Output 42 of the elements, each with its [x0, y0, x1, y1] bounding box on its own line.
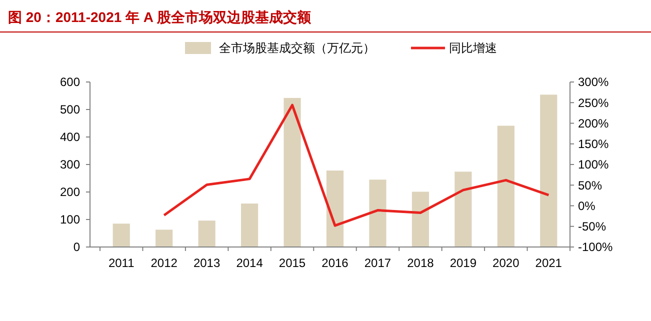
y-tick-label: 200 — [60, 185, 80, 200]
bar — [156, 230, 173, 247]
legend-label: 全市场股基成交额（万亿元） — [219, 41, 375, 56]
line-series — [162, 104, 550, 227]
x-tick-label: 2017 — [364, 256, 392, 270]
y-tick-label: 400 — [60, 130, 80, 144]
x-tick-label: 2016 — [322, 256, 349, 270]
y-tick-label: 500 — [60, 102, 80, 117]
x-tick-label: 2021 — [535, 256, 562, 270]
y2-tick-label: 50% — [578, 178, 602, 192]
bar — [369, 180, 386, 247]
y-tick-label: 300 — [60, 158, 80, 172]
y2-tick-label: 100% — [578, 158, 610, 172]
x-tick-label: 2013 — [193, 256, 220, 270]
y-tick-label: 100 — [60, 212, 80, 227]
bar — [198, 220, 216, 247]
y-tick-label: 600 — [60, 75, 80, 90]
bar — [284, 98, 301, 247]
x-tick-label: 2011 — [108, 256, 135, 270]
x-tick-label: 2018 — [407, 256, 434, 270]
bar — [454, 172, 472, 247]
x-tick-label: 2014 — [236, 256, 264, 270]
x-tick-label: 2019 — [450, 256, 477, 270]
y2-tick-label: 300% — [578, 75, 610, 90]
chart-title: 图 20：2011-2021 年 A 股全市场双边股基成交额 — [8, 9, 312, 25]
y2-tick-label: 250% — [578, 96, 610, 110]
y2-tick-label: 0% — [578, 198, 596, 213]
x-tick-label: 2012 — [150, 256, 178, 270]
x-tick-label: 2020 — [492, 256, 520, 270]
y2-tick-label: -50% — [578, 220, 606, 234]
y2-tick-label: 200% — [578, 116, 610, 130]
y2-tick-label: 150% — [578, 137, 610, 152]
bar — [241, 204, 258, 247]
bar — [326, 170, 344, 247]
y2-tick-label: -100% — [578, 240, 614, 254]
legend-label: 同比增速 — [449, 41, 497, 56]
bar — [540, 94, 558, 247]
bar — [412, 192, 429, 247]
bar — [112, 224, 130, 247]
bar — [497, 126, 514, 247]
x-tick-label: 2015 — [278, 256, 306, 270]
y-tick-label: 0 — [73, 240, 80, 254]
